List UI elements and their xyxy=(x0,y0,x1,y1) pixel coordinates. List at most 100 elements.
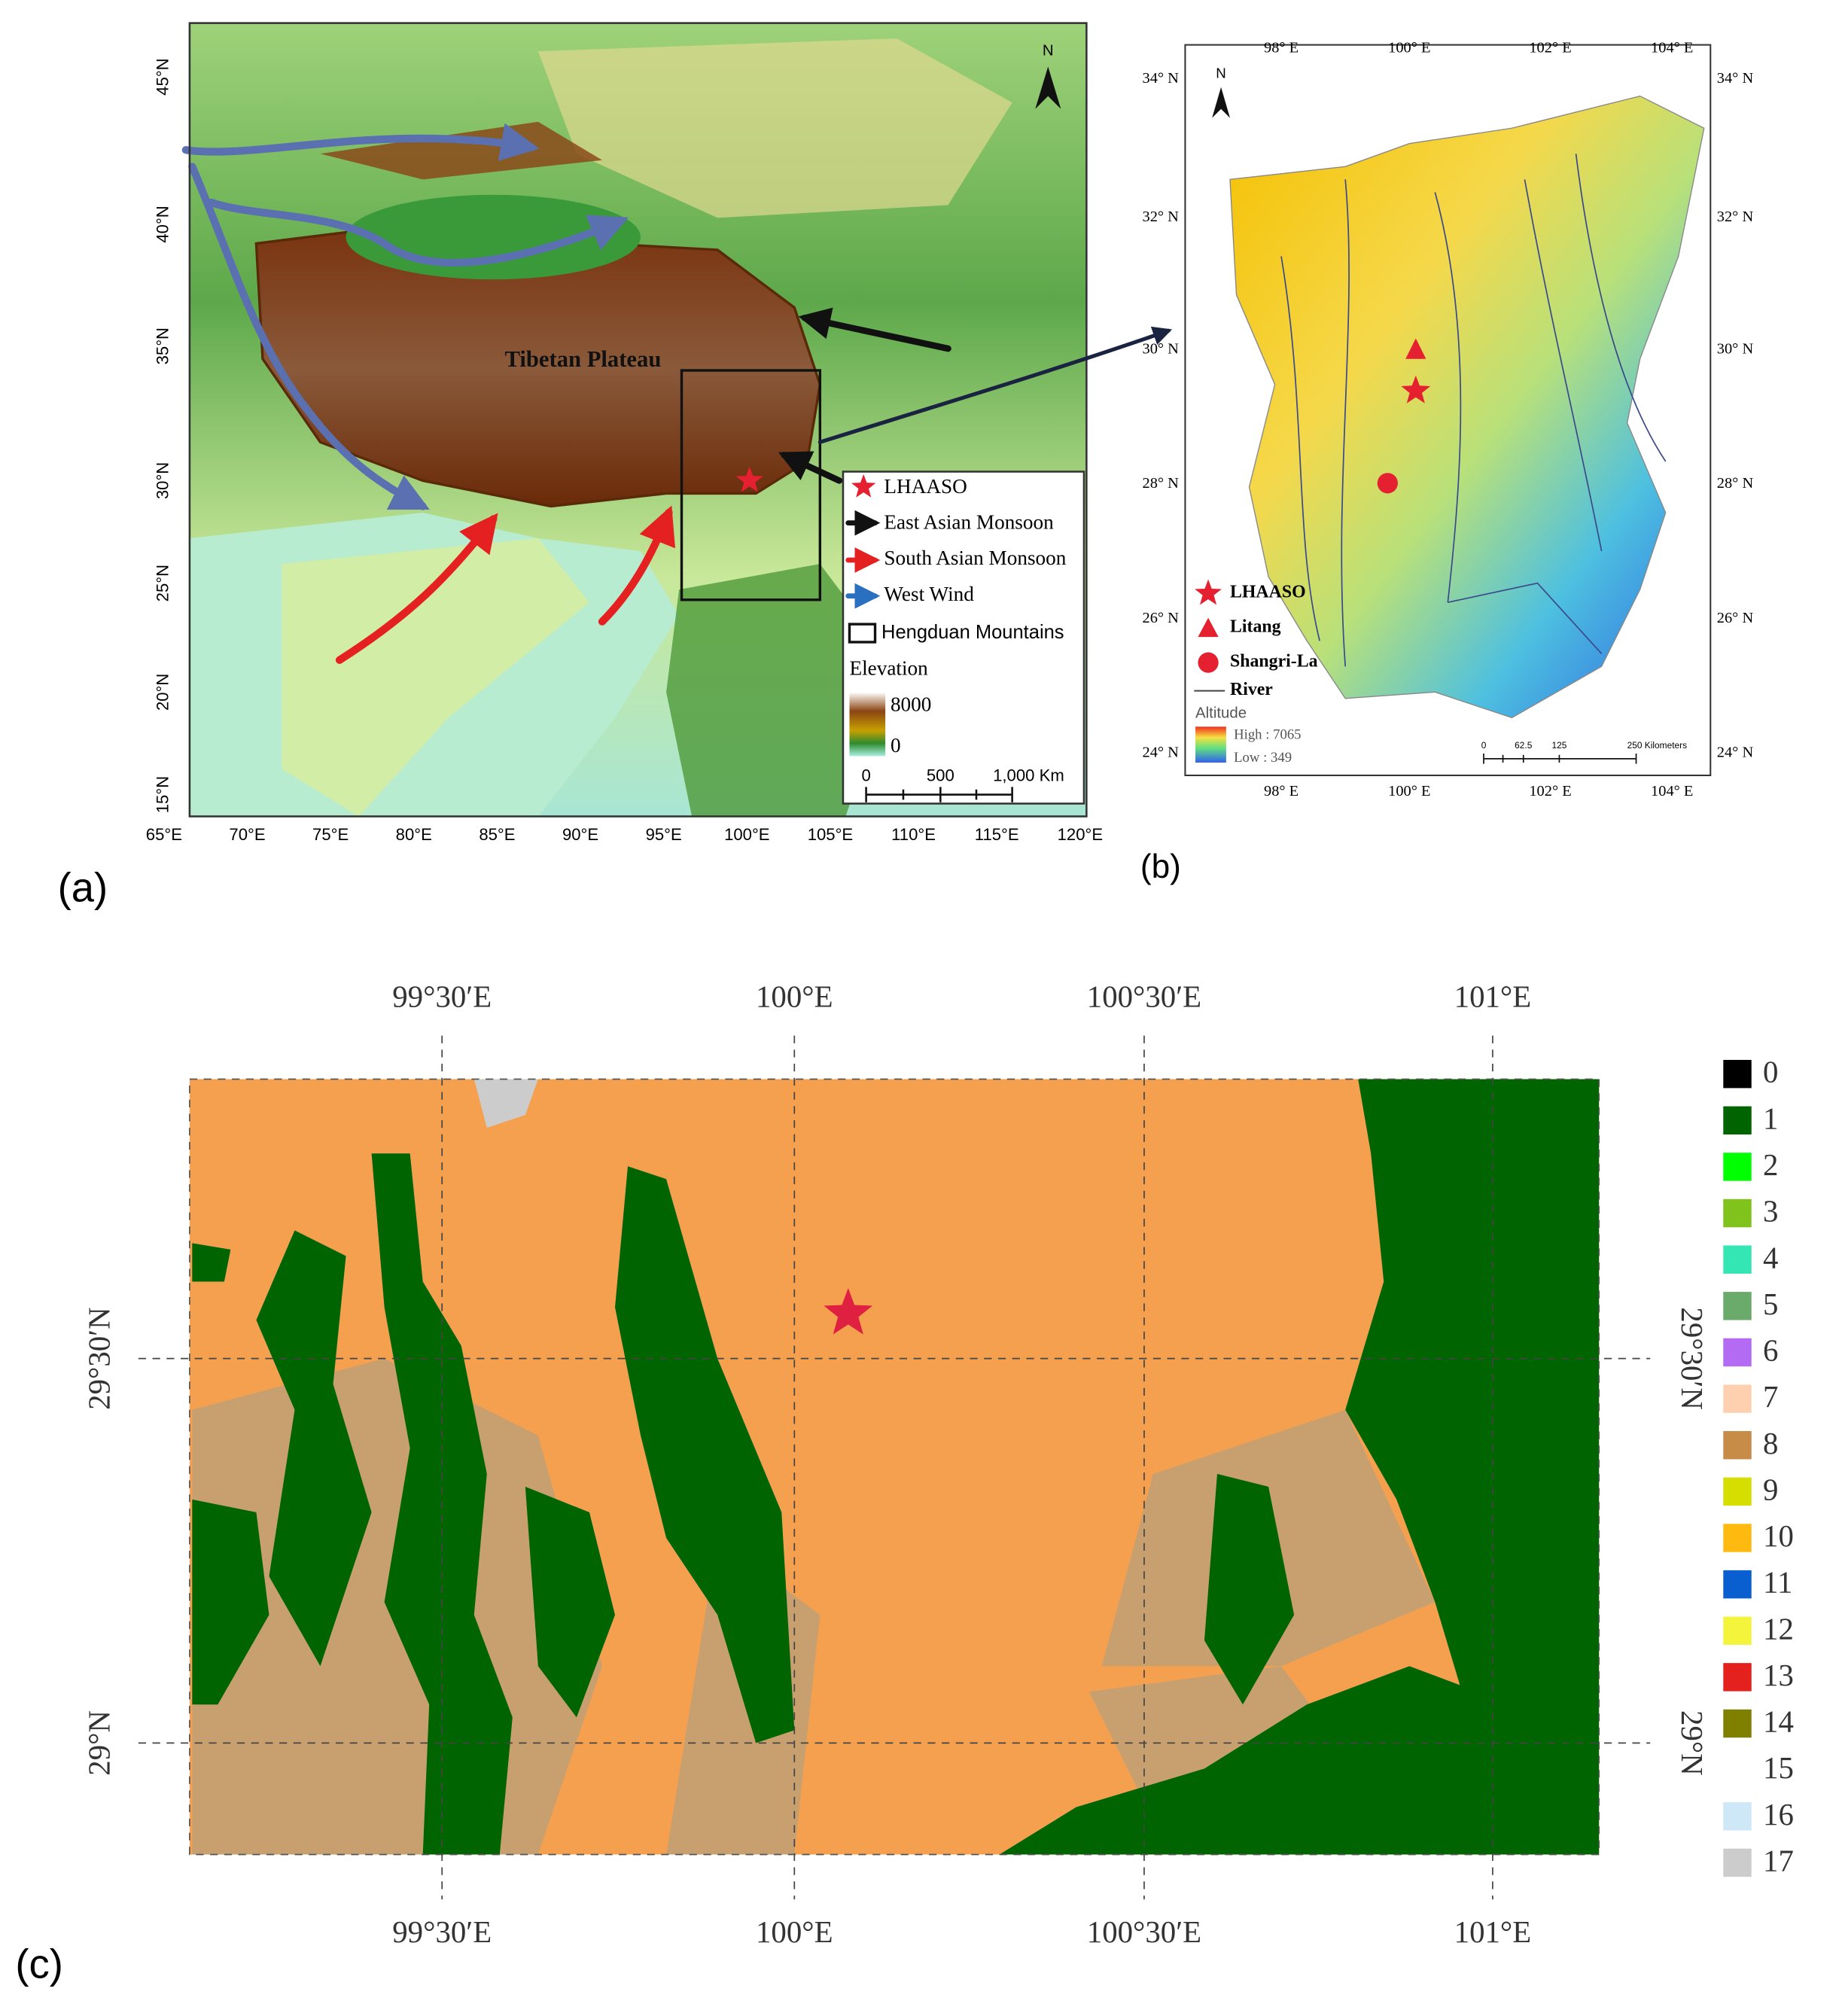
legend-swatch xyxy=(1723,1338,1752,1367)
india xyxy=(282,538,589,817)
x-tick-label: 95°E xyxy=(646,825,682,844)
river xyxy=(1448,582,1603,654)
lhaaso-marker xyxy=(824,1287,873,1335)
scale-bar xyxy=(865,787,1013,802)
legend-label: West Wind xyxy=(884,583,974,605)
legend-label: LHAASO xyxy=(1230,583,1306,602)
legend-label: 15 xyxy=(1763,1751,1794,1785)
elevation-high: 8000 xyxy=(891,693,931,715)
x-tick-label: 98° E xyxy=(1264,39,1299,56)
north-label: N xyxy=(1216,65,1226,81)
legend-swatch xyxy=(1723,1802,1752,1831)
legend-label: 4 xyxy=(1763,1241,1778,1274)
altitude-bar xyxy=(1195,726,1226,763)
river xyxy=(1524,179,1603,552)
legend-star xyxy=(851,474,876,498)
x-tick-label: 100° E xyxy=(1388,783,1430,799)
legend-label: LHAASO xyxy=(884,475,967,498)
land-cover-patch xyxy=(999,1666,1525,1855)
x-tick-label: 75°E xyxy=(312,825,349,844)
legend-label: 2 xyxy=(1763,1148,1778,1182)
y-tick-label: 34° N xyxy=(1143,70,1180,87)
legend-circle xyxy=(1198,652,1219,673)
legend-swatch xyxy=(1723,1709,1752,1738)
panel-label: (a) xyxy=(58,865,108,911)
legend-swatch xyxy=(1723,1292,1752,1320)
scale-label: 0 xyxy=(1481,740,1487,751)
south-asian-monsoon-arrow xyxy=(598,505,676,626)
legend-label: Litang xyxy=(1230,617,1281,637)
y-tick-label: 29°N xyxy=(83,1710,117,1776)
legend-swatch xyxy=(1723,1106,1752,1135)
north-arrow xyxy=(1212,87,1230,118)
legend-label: Hengduan Mountains xyxy=(881,622,1064,643)
x-tick-label: 99°30′E xyxy=(392,1915,492,1949)
legend-label: River xyxy=(1230,680,1273,699)
legend-label: 1 xyxy=(1763,1101,1778,1135)
legend-label: South Asian Monsoon xyxy=(884,547,1066,569)
legend-swatch xyxy=(1723,1524,1752,1552)
hengduan-box xyxy=(680,369,822,601)
x-tick-label: 70°E xyxy=(229,825,265,844)
y-tick-label: 15°N xyxy=(154,776,172,813)
scale-label: 0 xyxy=(861,766,870,785)
river xyxy=(1575,154,1667,462)
x-tick-label: 101°E xyxy=(1454,1915,1532,1949)
x-tick-label: 100°E xyxy=(724,825,769,844)
legend-label: 9 xyxy=(1763,1472,1778,1506)
shangri-la-marker xyxy=(1377,473,1398,494)
scale-label: 125 xyxy=(1551,740,1566,751)
legend-swatch xyxy=(1723,1198,1752,1228)
legend-label: 10 xyxy=(1763,1519,1794,1553)
connector-arrow xyxy=(817,326,1173,444)
y-tick-label: 29°30′N xyxy=(1675,1307,1709,1409)
legend-swatch xyxy=(1723,1756,1752,1784)
legend-swatch xyxy=(1723,1570,1752,1599)
legend-swatch xyxy=(1723,1848,1752,1877)
x-tick-label: 120°E xyxy=(1058,825,1103,844)
y-tick-label: 26° N xyxy=(1717,610,1754,626)
region-label: Tibetan Plateau xyxy=(505,346,662,372)
y-tick-label: 40°N xyxy=(154,206,172,242)
y-tick-label: 24° N xyxy=(1143,745,1180,761)
x-tick-label: 90°E xyxy=(562,825,598,844)
southeast-asia xyxy=(666,564,897,817)
legend-swatch xyxy=(1723,1663,1752,1692)
y-tick-label: 28° N xyxy=(1143,475,1180,492)
legend-swatch xyxy=(1723,1059,1752,1089)
x-tick-label: 85°E xyxy=(479,825,515,844)
y-tick-label: 25°N xyxy=(154,565,172,601)
altitude-title: Altitude xyxy=(1195,705,1247,722)
x-tick-label: 101°E xyxy=(1454,979,1532,1013)
y-tick-label: 26° N xyxy=(1143,610,1180,626)
x-tick-label: 100°E xyxy=(756,1915,833,1949)
legend-label: 16 xyxy=(1763,1798,1794,1832)
y-tick-label: 24° N xyxy=(1717,745,1754,761)
legend-swatch xyxy=(1723,1245,1752,1274)
legend-swatch xyxy=(1723,1430,1752,1460)
altitude-high: High : 7065 xyxy=(1234,727,1301,743)
legend-swatch xyxy=(1723,1153,1752,1181)
lhaaso-marker xyxy=(1401,375,1431,404)
north-label: N xyxy=(1043,42,1054,59)
mongolia xyxy=(537,38,1012,218)
legend-star xyxy=(1195,579,1222,605)
east-asian-monsoon-arrow xyxy=(798,307,951,352)
y-tick-label: 35°N xyxy=(154,327,172,364)
legend-label: 7 xyxy=(1763,1380,1778,1414)
panel-label: (b) xyxy=(1140,848,1181,885)
west-wind-arrow xyxy=(207,198,629,266)
legend-swatch xyxy=(1723,1477,1752,1506)
land-cover-patch xyxy=(192,1243,231,1282)
legend-label: 13 xyxy=(1763,1658,1794,1692)
south-asian-monsoon-arrow xyxy=(335,513,498,664)
legend-label: 3 xyxy=(1763,1195,1778,1229)
x-tick-label: 100°30′E xyxy=(1087,979,1201,1013)
legend-label: 11 xyxy=(1763,1566,1792,1600)
legend-label: 14 xyxy=(1763,1705,1794,1739)
x-tick-label: 102° E xyxy=(1529,39,1571,56)
map-frame xyxy=(188,22,1088,818)
